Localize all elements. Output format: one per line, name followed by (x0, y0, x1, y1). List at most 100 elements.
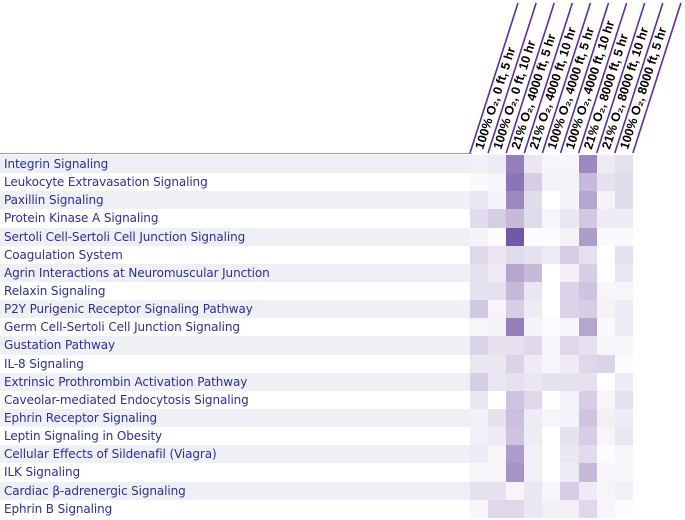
pathway-label[interactable]: Extrinsic Prothrombin Activation Pathway (4, 374, 248, 389)
heatmap-cell (470, 499, 489, 518)
heatmap-cell (542, 227, 561, 246)
heatmap-cell (578, 390, 597, 409)
heatmap-cell (578, 427, 597, 446)
heatmap-cell (470, 263, 489, 282)
heatmap-cell (506, 263, 525, 282)
heatmap-cell (560, 463, 579, 482)
heatmap-cells (470, 481, 633, 500)
heatmap-cell (470, 245, 489, 264)
pathway-row: Relaxin Signaling (0, 281, 633, 301)
heatmap-cell (560, 336, 579, 355)
heatmap-cell (488, 445, 507, 464)
pathway-label[interactable]: Integrin Signaling (4, 157, 109, 171)
pathway-label[interactable]: Ephrin Receptor Signaling (4, 410, 157, 425)
heatmap-cell (578, 372, 597, 391)
heatmap-cell (560, 408, 579, 428)
heatmap-cell (506, 336, 525, 355)
pathway-label[interactable]: Gustation Pathway (4, 338, 115, 353)
heatmap-cells (470, 173, 633, 192)
heatmap-cell (506, 390, 525, 409)
heatmap-cell (488, 390, 507, 409)
heatmap-cell (506, 354, 525, 373)
heatmap-cell (470, 300, 489, 319)
heatmap-cell (506, 318, 525, 337)
heatmap-cell (596, 318, 615, 337)
pathway-label[interactable]: Protein Kinase A Signaling (4, 211, 159, 226)
pathway-row: Protein Kinase A Signaling (0, 209, 633, 228)
pathway-label[interactable]: Ephrin B Signaling (4, 501, 113, 516)
pathway-label[interactable]: ILK Signaling (4, 465, 81, 480)
column-separator-line (469, 2, 519, 154)
heatmap-cell (560, 191, 579, 210)
heatmap-cells (470, 463, 633, 482)
heatmap-cell (560, 300, 579, 319)
pathway-row: Paxillin Signaling (0, 191, 633, 210)
pathway-row: Ephrin B Signaling (0, 499, 633, 518)
heatmap-cell (470, 354, 489, 373)
heatmap-cell (614, 155, 633, 174)
column-separator-line (505, 2, 555, 154)
heatmap-cell (542, 445, 561, 464)
heatmap-cell (614, 173, 633, 192)
pathway-label[interactable]: Cardiac β-adrenergic Signaling (4, 483, 186, 498)
pathway-label[interactable]: Agrin Interactions at Neuromuscular Junc… (4, 265, 270, 280)
heatmap-cell (524, 281, 543, 301)
column-separator-line (559, 2, 610, 154)
pathway-label[interactable]: Leukocyte Extravasation Signaling (4, 175, 208, 190)
pathway-label[interactable]: Sertoli Cell-Sertoli Cell Junction Signa… (4, 229, 246, 244)
pathway-row: Agrin Interactions at Neuromuscular Junc… (0, 263, 633, 282)
pathway-label[interactable]: Leptin Signaling in Obesity (4, 429, 163, 444)
pathway-row: Leptin Signaling in Obesity (0, 427, 633, 446)
heatmap-cell (596, 263, 615, 282)
heatmap-cell (542, 336, 561, 355)
heatmap-cell (470, 390, 489, 409)
heatmap-cells (470, 372, 633, 391)
heatmap-cell (542, 408, 561, 428)
heatmap-cell (560, 227, 579, 246)
pathway-label[interactable]: Germ Cell-Sertoli Cell Junction Signalin… (4, 320, 240, 335)
heatmap-cell (470, 372, 489, 391)
heatmap-cell (470, 227, 489, 246)
heatmap-cell (542, 390, 561, 409)
heatmap-cell (596, 372, 615, 391)
pathway-label[interactable]: Relaxin Signaling (4, 283, 106, 298)
heatmap-cell (560, 481, 579, 500)
heatmap-cell (506, 155, 525, 174)
heatmap-cell (488, 300, 507, 319)
heatmap-cell (542, 209, 561, 228)
heatmap-cell (614, 408, 633, 428)
heatmap-cells (470, 390, 633, 409)
heatmap-cell (488, 481, 507, 500)
pathway-row: ILK Signaling (0, 463, 633, 482)
heatmap-cell (614, 445, 633, 464)
heatmap-cells (470, 408, 633, 428)
heatmap-cell (524, 173, 543, 192)
heatmap-cell (614, 318, 633, 337)
pathway-label[interactable]: IL-8 Signaling (4, 356, 84, 371)
pathway-label[interactable]: Cellular Effects of Sildenafil (Viagra) (4, 447, 217, 462)
pathway-label[interactable]: P2Y Purigenic Receptor Signaling Pathway (4, 302, 253, 317)
heatmap-cell (560, 209, 579, 228)
heatmap-cell (470, 336, 489, 355)
heatmap-cell (542, 427, 561, 446)
heatmap-cell (578, 227, 597, 246)
heatmap-cell (578, 263, 597, 282)
heatmap-cell (614, 263, 633, 282)
column-separator-line (595, 2, 646, 154)
heatmap-cell (596, 354, 615, 373)
heatmap-cell (470, 318, 489, 337)
heatmap-cell (506, 408, 525, 428)
heatmap-cell (524, 227, 543, 246)
heatmap-cell (614, 191, 633, 210)
pathway-label[interactable]: Caveolar-mediated Endocytosis Signaling (4, 392, 249, 407)
heatmap-cell (506, 300, 525, 319)
heatmap-cell (578, 445, 597, 464)
column-separator-line (577, 2, 628, 154)
pathway-row: Cellular Effects of Sildenafil (Viagra) (0, 445, 633, 464)
heatmap-cells (470, 209, 633, 228)
heatmap-cell (596, 463, 615, 482)
pathway-label[interactable]: Coagulation System (4, 247, 123, 262)
pathway-label[interactable]: Paxillin Signaling (4, 193, 104, 208)
heatmap-cell (488, 263, 507, 282)
heatmap-cell (524, 408, 543, 428)
